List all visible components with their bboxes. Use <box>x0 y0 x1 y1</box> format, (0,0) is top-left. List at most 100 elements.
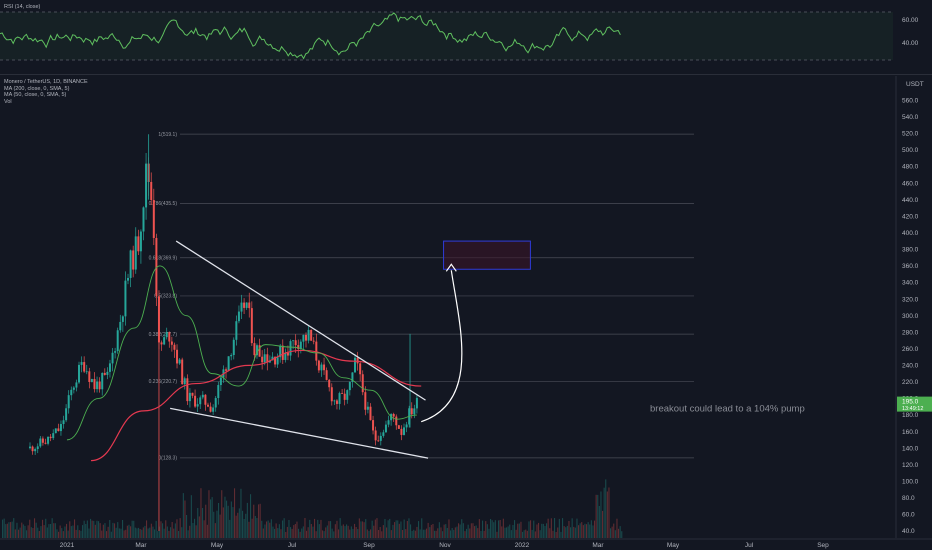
volume-bar <box>208 490 210 538</box>
volume-bar <box>128 524 130 538</box>
volume-bar <box>30 527 32 538</box>
volume-bar <box>131 520 133 538</box>
volume-bar <box>37 527 39 538</box>
volume-bar <box>539 530 541 538</box>
volume-bar <box>310 524 312 538</box>
candle-body <box>356 357 359 364</box>
candle-body <box>145 163 148 208</box>
volume-bar <box>256 518 258 538</box>
volume-bar <box>349 529 351 538</box>
volume-bar <box>115 527 117 538</box>
candle-body <box>52 433 55 439</box>
volume-bar <box>326 525 328 538</box>
volume-bar <box>291 528 293 538</box>
ma200-legend: MA (200, close, 0, SMA, 5) <box>4 85 70 92</box>
volume-bar <box>11 521 13 538</box>
candle-body <box>111 352 114 364</box>
time-axis-label: Nov <box>439 542 451 549</box>
volume-bar <box>21 522 23 538</box>
volume-bar <box>474 526 476 538</box>
volume-bar <box>66 523 68 538</box>
volume-bar <box>494 520 496 538</box>
volume-bar <box>280 529 282 538</box>
candle-body <box>266 354 269 363</box>
volume-bar <box>96 520 98 538</box>
candle-body <box>124 280 127 317</box>
volume-bar <box>114 523 116 538</box>
volume-bar <box>467 524 469 538</box>
candle-body <box>330 387 333 402</box>
volume-bar <box>194 518 196 538</box>
candle-body <box>127 277 130 281</box>
candle-body <box>243 302 246 308</box>
candle-body <box>191 392 194 396</box>
volume-bar <box>54 523 56 538</box>
volume-bar <box>512 525 514 538</box>
volume-bar <box>514 520 516 538</box>
volume-bar <box>45 518 47 538</box>
volume-bar <box>366 529 368 538</box>
volume-bar <box>298 528 300 538</box>
price-tick-label: 180.0 <box>902 412 919 419</box>
volume-bar <box>221 490 223 538</box>
volume-bar <box>294 524 296 538</box>
candle-body <box>183 378 186 385</box>
volume-bar <box>16 522 18 538</box>
fib-level-label: 0.382(277.7) <box>149 332 178 338</box>
volume-bar <box>411 530 413 538</box>
candle-body <box>227 356 230 371</box>
candle-body <box>317 360 320 371</box>
volume-bar <box>574 527 576 538</box>
volume-bar <box>435 530 437 538</box>
volume-bar <box>592 525 594 538</box>
volume-bar <box>509 524 511 538</box>
volume-bar <box>301 528 303 538</box>
volume-bar <box>83 520 85 538</box>
volume-bar <box>123 530 125 538</box>
volume-bar <box>46 527 48 538</box>
candle-body <box>307 329 310 341</box>
volume-bar <box>53 523 55 538</box>
rsi-band <box>0 12 893 60</box>
candle-body <box>142 207 145 232</box>
volume-bar <box>438 522 440 538</box>
volume-bar <box>155 520 157 538</box>
volume-bar <box>522 531 524 538</box>
volume-bar <box>370 529 372 538</box>
candle-body <box>80 362 83 365</box>
price-tick-label: 300.0 <box>902 313 919 320</box>
volume-bar <box>482 520 484 538</box>
volume-bar <box>587 522 589 538</box>
candle-body <box>93 379 96 390</box>
volume-bar <box>490 519 492 538</box>
volume-bar <box>515 529 517 538</box>
candle-body <box>150 181 153 201</box>
volume-bar <box>419 529 421 538</box>
volume-bar <box>566 525 568 538</box>
volume-bar <box>139 529 141 538</box>
candle-body <box>83 362 86 372</box>
volume-bar <box>610 528 612 538</box>
volume-bar <box>69 521 71 538</box>
volume-bar <box>571 518 573 538</box>
target-zone-box <box>443 240 531 270</box>
volume-bar <box>195 525 197 538</box>
volume-bar <box>389 518 391 538</box>
fib-level-label: 0.5(323.8) <box>154 294 177 300</box>
candle-body <box>253 343 256 356</box>
volume-bar <box>182 493 184 538</box>
candle-body <box>395 416 398 426</box>
volume-bar <box>466 528 468 538</box>
volume-bar <box>165 520 167 538</box>
volume-bar <box>14 529 16 538</box>
volume-bar <box>242 510 244 538</box>
candle-body <box>217 385 220 399</box>
candle-body <box>405 424 408 428</box>
candle-body <box>263 354 266 363</box>
candle-body <box>346 390 349 400</box>
candle-body <box>212 407 215 412</box>
volume-bar <box>110 531 112 538</box>
volume-bar <box>224 496 226 538</box>
volume-bar <box>75 529 77 538</box>
